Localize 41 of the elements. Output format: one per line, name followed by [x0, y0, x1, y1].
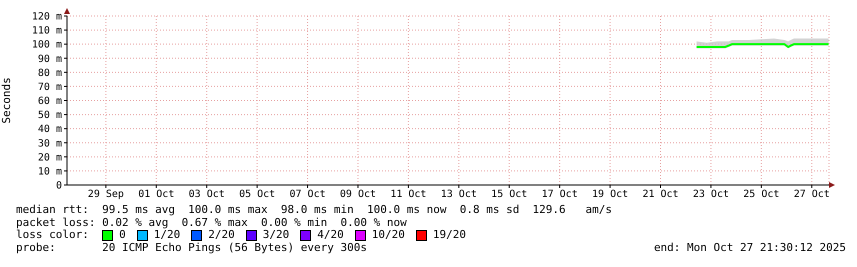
- text: end: Mon Oct 27 21:30:12 2025: [654, 240, 846, 254]
- x-tick-label: 01 Oct: [138, 189, 174, 200]
- y-axis-title: Seconds: [0, 77, 13, 124]
- legend-label: 19/20: [432, 228, 466, 242]
- y-tick-label: 90 m: [38, 54, 62, 65]
- x-tick-label: 27 Oct: [794, 189, 830, 200]
- x-tick-label: 25 Oct: [743, 189, 780, 200]
- x-tick-label: 03 Oct: [188, 189, 225, 200]
- y-tick-label: 30 m: [38, 138, 62, 150]
- y-tick-label: 50 m: [38, 110, 62, 122]
- legend-label: 4/20: [316, 228, 344, 242]
- x-tick-label: 09 Oct: [340, 189, 376, 200]
- legend-label: 1/20: [154, 228, 180, 242]
- y-tick-label: 70 m: [38, 82, 62, 93]
- x-tick-label: 17 Oct: [542, 189, 578, 200]
- text: probe: 20 ICMP Echo Pings (56 Bytes) every 300s: [16, 240, 367, 254]
- text: median rtt: 99.5 ms avg 100.0 ms max 98.0 ms min 100.0 ms now 0.8 ms sd 129.6 am/s: [16, 203, 612, 216]
- legend-label: 0: [118, 228, 126, 242]
- x-tick-label: 13 Oct: [440, 189, 477, 200]
- y-tick-label: 40 m: [38, 124, 62, 136]
- y-tick-label: 100 m: [32, 40, 62, 51]
- x-tick-label: 21 Oct: [642, 189, 679, 200]
- x-tick-label: 05 Oct: [239, 189, 276, 200]
- legend-title: loss color:: [16, 228, 90, 242]
- y-tick-label: 120 m: [32, 12, 62, 23]
- x-tick-label: 15 Oct: [491, 189, 528, 200]
- x-tick-label: 29 Sep: [88, 189, 124, 200]
- legend-label: 10/20: [370, 228, 405, 242]
- x-tick-label: 11 Oct: [390, 189, 426, 200]
- text: packet loss: 0.02 % avg 0.67 % max 0.00 % min 0.00 % now: [16, 216, 407, 228]
- legend-label: 2/20: [207, 228, 235, 242]
- y-tick-label: 10 m: [38, 166, 62, 178]
- x-tick-label: 23 Oct: [692, 189, 729, 200]
- y-tick-label: 80 m: [38, 68, 62, 79]
- y-tick-label: 20 m: [38, 152, 62, 164]
- y-tick-label: 0: [56, 180, 62, 192]
- y-tick-label: 110 m: [32, 26, 62, 37]
- x-tick-label: 19 Oct: [592, 189, 628, 200]
- x-tick-label: 07 Oct: [289, 189, 326, 200]
- legend-label: 3/20: [262, 228, 290, 242]
- y-tick-label: 60 m: [38, 96, 62, 108]
